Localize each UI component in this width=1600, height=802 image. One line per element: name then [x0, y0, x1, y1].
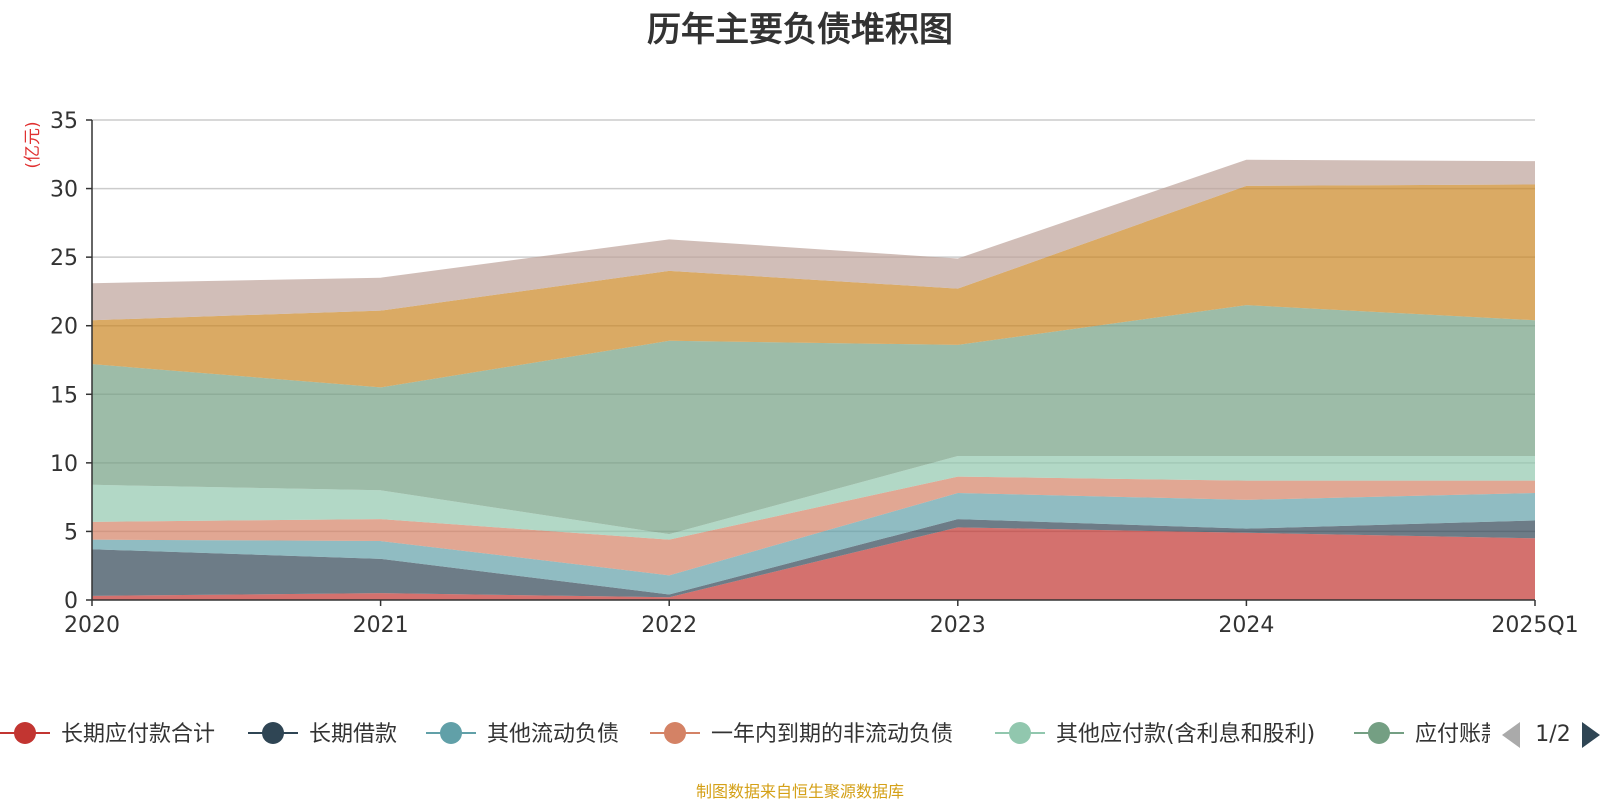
x-tick-label: 2021: [353, 613, 409, 638]
legend-marker-dot: [664, 722, 686, 744]
legend-marker-dot: [1368, 722, 1390, 744]
source-note: 制图数据来自恒生聚源数据库: [695, 782, 904, 801]
area-layer: [92, 159, 1535, 600]
x-tick-label: 2020: [64, 613, 120, 638]
legend-item[interactable]: 其他流动负债: [426, 722, 619, 747]
area-series-2: [92, 493, 1535, 595]
legend-marker-dot: [262, 722, 284, 744]
legend-item[interactable]: 一年内到期的非流动负债: [650, 722, 953, 747]
chart-title: 历年主要负债堆积图: [647, 10, 953, 50]
legend-pager: 1/2: [1502, 722, 1600, 748]
legend-label: 应付账款: [1415, 722, 1503, 747]
x-tick-label: 2022: [641, 613, 697, 638]
legend-label: 长期借款: [309, 722, 397, 747]
legend-item[interactable]: 应付账款: [1354, 722, 1503, 747]
y-tick-label: 20: [50, 315, 78, 340]
axis-layer: 0 5 10 15 20 25 30 35 2020 2021 2022 2023 2024 2025Q1…: [23, 109, 1579, 638]
x-tick-label: 2025Q1: [1491, 613, 1578, 638]
pager-next-icon[interactable]: [1582, 722, 1600, 748]
y-tick-label: 35: [50, 109, 78, 134]
area-series-7: [92, 159, 1535, 321]
y-tick-label: 0: [64, 589, 78, 614]
y-tick-label: 25: [50, 246, 78, 271]
area-series-0: [92, 527, 1535, 600]
area-series-6: [92, 184, 1535, 388]
x-tick-label: 2024: [1218, 613, 1274, 638]
y-tick-label: 15: [50, 383, 78, 408]
legend-item[interactable]: 长期借款: [248, 722, 397, 747]
legend-marker-dot: [440, 722, 462, 744]
y-tick-label: 30: [50, 178, 78, 203]
legend-item[interactable]: 其他应付款(含利息和股利): [995, 722, 1315, 747]
area-series-5: [92, 305, 1535, 535]
legend-label: 其他流动负债: [487, 722, 619, 747]
legend-label: 长期应付款合计: [61, 722, 215, 747]
legend-layer: 长期应付款合计 长期借款 其他流动负债 一年内到期的非流动负债 其他应付款(含利息和股利…: [0, 722, 1503, 747]
legend-marker-dot: [1009, 722, 1031, 744]
area-series-4: [92, 456, 1535, 540]
x-tick-label: 2023: [930, 613, 986, 638]
y-unit-label: (亿元): [23, 121, 43, 168]
pager-label: 1/2: [1535, 722, 1570, 747]
legend-item[interactable]: 长期应付款合计: [0, 722, 215, 747]
y-tick-label: 10: [50, 452, 78, 477]
legend-label: 其他应付款(含利息和股利): [1056, 722, 1315, 747]
legend-label: 一年内到期的非流动负债: [711, 722, 953, 747]
y-tick-label: 5: [64, 520, 78, 545]
legend-marker-dot: [14, 722, 36, 744]
area-series-3: [92, 476, 1535, 576]
area-series-1: [92, 519, 1535, 598]
pager-prev-icon[interactable]: [1502, 722, 1520, 748]
